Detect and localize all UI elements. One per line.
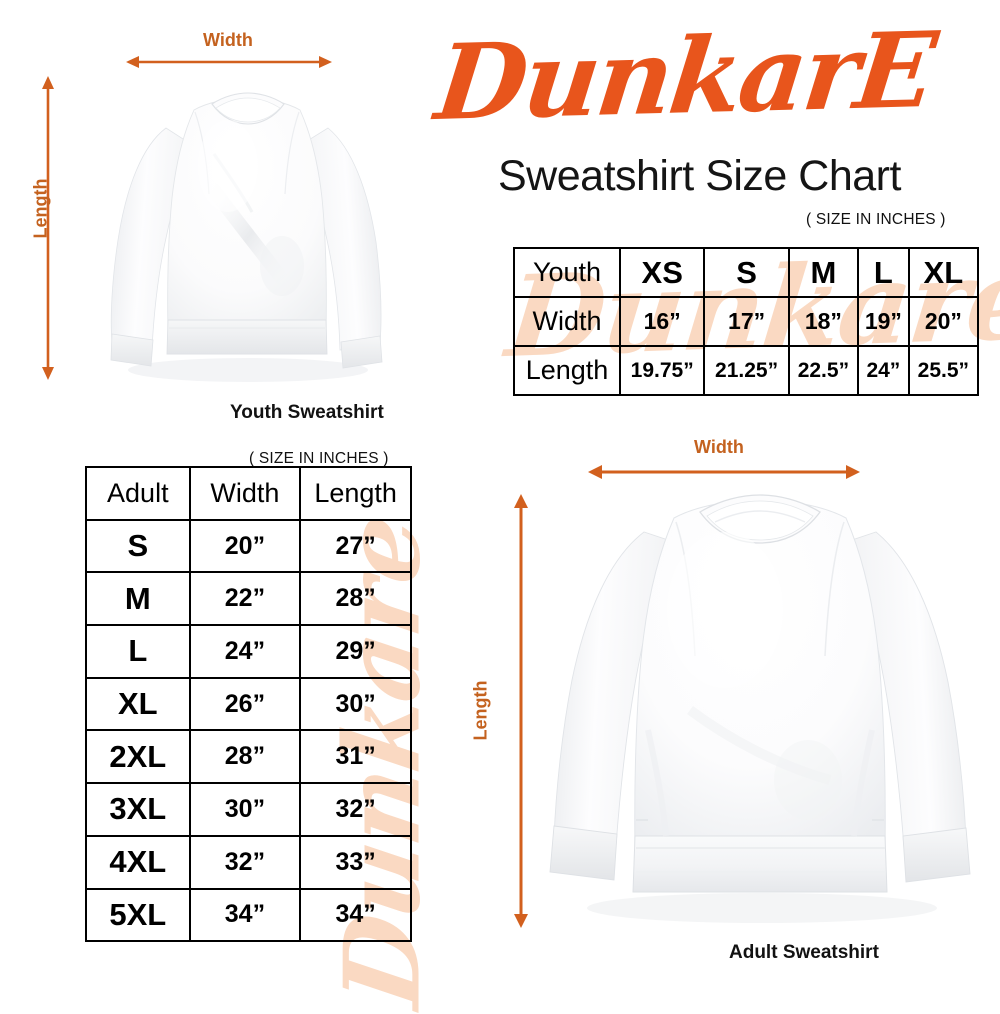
adult-size-xl: XL (85, 676, 191, 732)
adult-column-header-size: Adult (85, 466, 191, 521)
adult-length-m: 28” (299, 571, 412, 627)
adult-size-2xl: 2XL (85, 729, 191, 785)
brand-logo: DunkarE (430, 8, 982, 152)
youth-length-l: 24” (857, 345, 910, 396)
adult-column-header-width: Width (188, 466, 302, 521)
youth-length-xs: 19.75” (618, 345, 706, 396)
adult-length-s: 27” (299, 518, 412, 574)
adult-size-5xl: 5XL (85, 887, 191, 943)
adult-size-l: L (85, 624, 191, 679)
adult-width-4xl: 32” (188, 834, 302, 890)
adult-length-label: Length (470, 680, 491, 741)
adult-width-xl: 26” (188, 676, 302, 732)
youth-row-label: Youth (513, 247, 621, 298)
youth-length-label: Length (30, 178, 51, 239)
adult-length-dimension-arrow (512, 494, 530, 928)
adult-width-m: 22” (188, 571, 302, 627)
youth-size-xl: XL (907, 247, 980, 298)
adult-length-xl: 30” (299, 676, 412, 732)
youth-size-in-inches-note: ( SIZE IN INCHES ) (806, 211, 946, 228)
adult-size-in-inches-note: ( SIZE IN INCHES ) (249, 450, 389, 467)
youth-size-l: L (857, 247, 910, 298)
youth-length-xl: 25.5” (907, 345, 980, 396)
table-row: 5XL 34” 34” (85, 887, 412, 943)
adult-length-4xl: 33” (299, 834, 412, 890)
adult-length-l: 29” (299, 624, 412, 679)
youth-size-table: Youth XS S M L XL Width 16” 17” 18” 19” … (513, 247, 980, 396)
adult-column-header-length: Length (299, 466, 412, 521)
youth-size-m: M (787, 247, 860, 298)
adult-size-3xl: 3XL (85, 782, 191, 837)
adult-sweatshirt-caption: Adult Sweatshirt (729, 942, 879, 963)
youth-length-m: 22.5” (787, 345, 860, 396)
youth-width-label: Width (203, 30, 253, 50)
table-row: M 22” 28” (85, 571, 412, 627)
adult-length-3xl: 32” (299, 782, 412, 837)
youth-length-s: 21.25” (703, 345, 790, 396)
adult-width-dimension-arrow (588, 463, 860, 481)
adult-size-table: Adult Width Length S 20” 27” M 22” 28” L… (85, 466, 412, 943)
youth-size-xs: XS (618, 247, 706, 298)
table-row: XL 26” 30” (85, 676, 412, 732)
youth-width-xs: 16” (618, 296, 706, 347)
youth-size-s: S (703, 247, 790, 298)
table-row: Length 19.75” 21.25” 22.5” 24” 25.5” (513, 345, 980, 396)
youth-width-dimension-arrow (126, 54, 332, 70)
table-row: 4XL 32” 33” (85, 834, 412, 890)
adult-width-5xl: 34” (188, 887, 302, 943)
adult-width-s: 20” (188, 518, 302, 574)
youth-width-xl: 20” (907, 296, 980, 347)
adult-width-l: 24” (188, 624, 302, 679)
adult-width-2xl: 28” (188, 729, 302, 785)
youth-width-l: 19” (857, 296, 910, 347)
table-row: Youth XS S M L XL (513, 247, 980, 298)
table-header-row: Adult Width Length (85, 466, 412, 521)
adult-size-4xl: 4XL (85, 834, 191, 890)
youth-width-row-label: Width (513, 296, 621, 347)
youth-sweatshirt-caption: Youth Sweatshirt (230, 402, 384, 423)
adult-width-label: Width (694, 437, 744, 457)
youth-width-s: 17” (703, 296, 790, 347)
table-row: 2XL 28” 31” (85, 729, 412, 785)
table-row: L 24” 29” (85, 624, 412, 679)
table-row: 3XL 30” 32” (85, 782, 412, 837)
adult-sweatshirt-image (540, 480, 980, 930)
table-row: Width 16” 17” 18” 19” 20” (513, 296, 980, 347)
brand-logo-text: DunkarE (430, 8, 940, 144)
adult-size-s: S (85, 518, 191, 574)
adult-size-m: M (85, 571, 191, 627)
table-row: S 20” 27” (85, 518, 412, 574)
youth-width-m: 18” (787, 296, 860, 347)
youth-sweatshirt-image (96, 70, 396, 390)
adult-length-2xl: 31” (299, 729, 412, 785)
adult-length-5xl: 34” (299, 887, 412, 943)
youth-length-row-label: Length (513, 345, 621, 396)
adult-width-3xl: 30” (188, 782, 302, 837)
page-title: Sweatshirt Size Chart (498, 152, 901, 200)
